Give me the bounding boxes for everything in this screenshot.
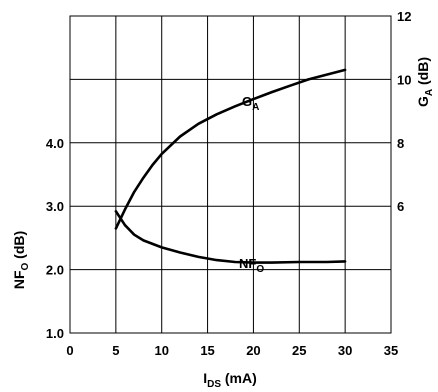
y-right-tick-label: 12 — [397, 9, 411, 24]
ga-curve-label: GA — [242, 94, 259, 113]
y-right-axis-label: GA (dB) — [415, 57, 435, 107]
x-tick-label: 0 — [66, 343, 73, 358]
y-right-tick-label: 8 — [397, 136, 404, 151]
y-left-tick-label: 3.0 — [46, 199, 64, 214]
nfo-curve — [114, 210, 347, 264]
tick-labels: 0 5 10 15 20 25 30 35 1.0 2.0 3.0 4.0 6 8 10 12 — [46, 9, 412, 358]
ga-curve — [114, 68, 347, 230]
x-axis-label: IDS (mA) — [203, 370, 257, 390]
x-tick-label: 35 — [384, 343, 398, 358]
x-tick-label: 5 — [112, 343, 119, 358]
y-left-tick-label: 1.0 — [46, 326, 64, 341]
y-right-tick-label: 10 — [397, 72, 411, 87]
nfo-curve-label: NFO — [239, 256, 264, 275]
x-tick-label: 25 — [292, 343, 306, 358]
x-tick-label: 20 — [246, 343, 260, 358]
y-right-tick-label: 6 — [397, 199, 404, 214]
y-left-tick-label: 2.0 — [46, 263, 64, 278]
x-tick-label: 15 — [200, 343, 214, 358]
curves — [114, 68, 347, 264]
y-left-tick-label: 4.0 — [46, 136, 64, 151]
plot-frame — [69, 15, 392, 334]
grid — [69, 15, 392, 334]
x-tick-label: 10 — [154, 343, 168, 358]
x-tick-label: 30 — [338, 343, 352, 358]
y-left-axis-label: NFO (dB) — [11, 231, 31, 289]
